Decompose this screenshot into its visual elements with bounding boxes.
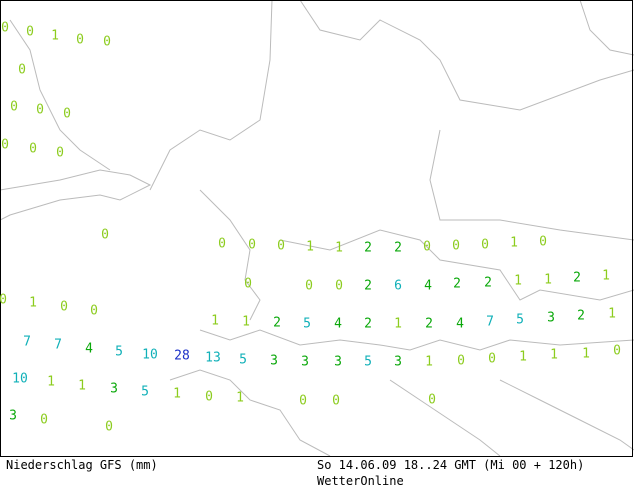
precip-value: 0	[18, 63, 26, 78]
precip-value: 0	[218, 237, 226, 252]
precipitation-values: 0 0 1 0 000 0 00 0 000 0 0 1 1 2 2 0 0 0 1 00 0 0 2 6 4 2 2 1 1 2 10 1 0…	[0, 21, 621, 435]
precip-value: 10	[142, 348, 158, 363]
precip-value: 0	[277, 239, 285, 254]
precip-value: 1	[425, 355, 433, 370]
precip-value: 3	[9, 409, 17, 424]
precip-value: 0	[244, 277, 252, 292]
precip-value: 0	[539, 235, 547, 250]
precip-value: 1	[602, 269, 610, 284]
precip-value: 1	[211, 314, 219, 329]
precip-value: 2	[364, 317, 372, 332]
precip-value: 1	[544, 273, 552, 288]
footer-source: WetterOnline	[317, 474, 404, 488]
precip-value: 0	[335, 279, 343, 294]
precip-value: 1	[242, 315, 250, 330]
precip-value: 0	[248, 238, 256, 253]
precip-value: 3	[301, 355, 309, 370]
precip-value: 2	[453, 277, 461, 292]
precip-value: 0	[60, 300, 68, 315]
precip-value: 1	[78, 379, 86, 394]
precip-value: 0	[101, 228, 109, 243]
precip-value: 2	[425, 317, 433, 332]
precip-value: 1	[51, 29, 59, 44]
precip-value: 0	[481, 238, 489, 253]
precip-value: 1	[514, 274, 522, 289]
precip-value: 2	[364, 279, 372, 294]
precip-value: 0	[56, 146, 64, 161]
precip-value: 3	[394, 355, 402, 370]
precip-value: 1	[608, 307, 616, 322]
precip-value: 0	[457, 354, 465, 369]
precip-value: 0	[305, 279, 313, 294]
precip-value: 0	[299, 394, 307, 409]
precip-value: 0	[488, 352, 496, 367]
precip-value: 0	[103, 35, 111, 50]
precip-value: 0	[63, 107, 71, 122]
precip-value: 28	[174, 349, 190, 364]
precip-value: 4	[456, 317, 464, 332]
precip-value: 0	[1, 21, 9, 36]
precip-value: 3	[547, 311, 555, 326]
footer-left: Niederschlag GFS (mm)	[6, 458, 158, 472]
precip-value: 4	[85, 342, 93, 357]
precip-value: 1	[236, 391, 244, 406]
precip-value: 0	[423, 240, 431, 255]
precip-value: 0	[105, 420, 113, 435]
precip-value: 5	[115, 345, 123, 360]
precip-value: 2	[394, 241, 402, 256]
precip-value: 3	[110, 382, 118, 397]
precip-value: 0	[1, 138, 9, 153]
precip-value: 7	[486, 315, 494, 330]
precip-value: 1	[335, 241, 343, 256]
precip-value: 2	[273, 316, 281, 331]
precip-value: 6	[394, 279, 402, 294]
precip-value: 10	[12, 372, 28, 387]
precip-value: 5	[239, 353, 247, 368]
precip-value: 2	[364, 241, 372, 256]
precip-value: 0	[36, 103, 44, 118]
precip-value: 0	[428, 393, 436, 408]
precip-value: 0	[332, 394, 340, 409]
precip-value: 1	[29, 296, 37, 311]
precip-value: 0	[90, 304, 98, 319]
precip-value: 1	[306, 240, 314, 255]
precip-value: 5	[141, 385, 149, 400]
precip-value: 3	[270, 354, 278, 369]
precip-value: 1	[47, 375, 55, 390]
precip-value: 5	[303, 317, 311, 332]
precip-value: 1	[510, 236, 518, 251]
footer-right: So 14.06.09 18..24 GMT (Mi 00 + 120h)	[317, 458, 584, 472]
precip-value: 0	[10, 100, 18, 115]
precip-value: 0	[76, 33, 84, 48]
precip-value: 13	[205, 351, 221, 366]
precip-value: 4	[424, 279, 432, 294]
precip-value: 4	[334, 317, 342, 332]
map-frame	[0, 0, 633, 457]
precip-value: 2	[573, 271, 581, 286]
precip-value: 0	[452, 239, 460, 254]
precip-value: 1	[550, 348, 558, 363]
precip-value: 5	[364, 355, 372, 370]
precip-value: 0	[26, 25, 34, 40]
precip-value: 1	[582, 347, 590, 362]
borders	[0, 0, 634, 457]
precip-value: 3	[334, 355, 342, 370]
precip-value: 0	[29, 142, 37, 157]
precip-value: 2	[484, 276, 492, 291]
precip-value: 0	[0, 293, 7, 308]
precip-value: 7	[23, 335, 31, 350]
precip-value: 1	[394, 317, 402, 332]
precip-value: 7	[54, 338, 62, 353]
precip-value: 1	[519, 350, 527, 365]
precip-value: 0	[40, 413, 48, 428]
precip-value: 1	[173, 387, 181, 402]
precip-value: 0	[205, 390, 213, 405]
precip-value: 5	[516, 313, 524, 328]
precip-value: 2	[577, 309, 585, 324]
precip-value: 0	[613, 344, 621, 359]
